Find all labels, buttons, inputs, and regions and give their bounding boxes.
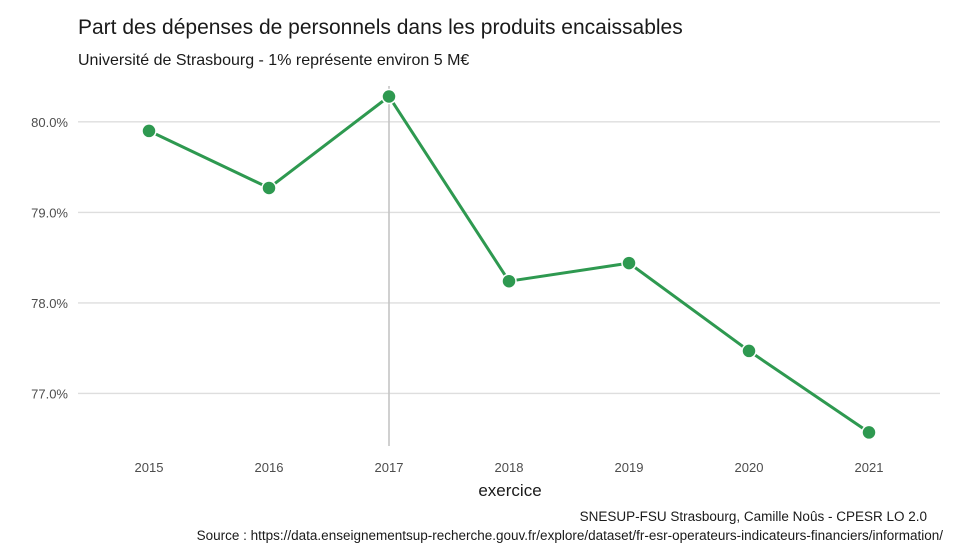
series-line <box>148 94 870 434</box>
x-tick-label: 2019 <box>615 460 644 475</box>
data-point <box>741 343 757 359</box>
data-point <box>381 88 397 105</box>
x-tick-label: 2021 <box>855 460 884 475</box>
data-point <box>861 424 877 441</box>
data-point <box>501 273 517 289</box>
x-tick-label: 2020 <box>735 460 764 475</box>
x-tick-label: 2015 <box>135 460 164 475</box>
data-point <box>141 123 157 139</box>
y-tick-label: 80.0% <box>31 115 68 130</box>
chart-subtitle: Université de Strasbourg - 1% représente… <box>78 52 470 69</box>
credit-caption: SNESUP-FSU Strasbourg, Camille Noûs - CP… <box>579 509 927 524</box>
x-tick-label: 2017 <box>375 460 404 475</box>
y-tick-label: 79.0% <box>31 205 68 220</box>
x-axis-label: exercice <box>478 481 541 500</box>
data-point <box>621 255 637 271</box>
y-tick-label: 77.0% <box>31 386 68 401</box>
chart-title: Part des dépenses de personnels dans les… <box>78 16 683 39</box>
data-point <box>261 180 277 196</box>
x-tick-label: 2016 <box>255 460 284 475</box>
x-tick-label: 2018 <box>495 460 524 475</box>
y-tick-label: 78.0% <box>31 296 68 311</box>
source-caption: Source : https://data.enseignementsup-re… <box>196 528 943 543</box>
